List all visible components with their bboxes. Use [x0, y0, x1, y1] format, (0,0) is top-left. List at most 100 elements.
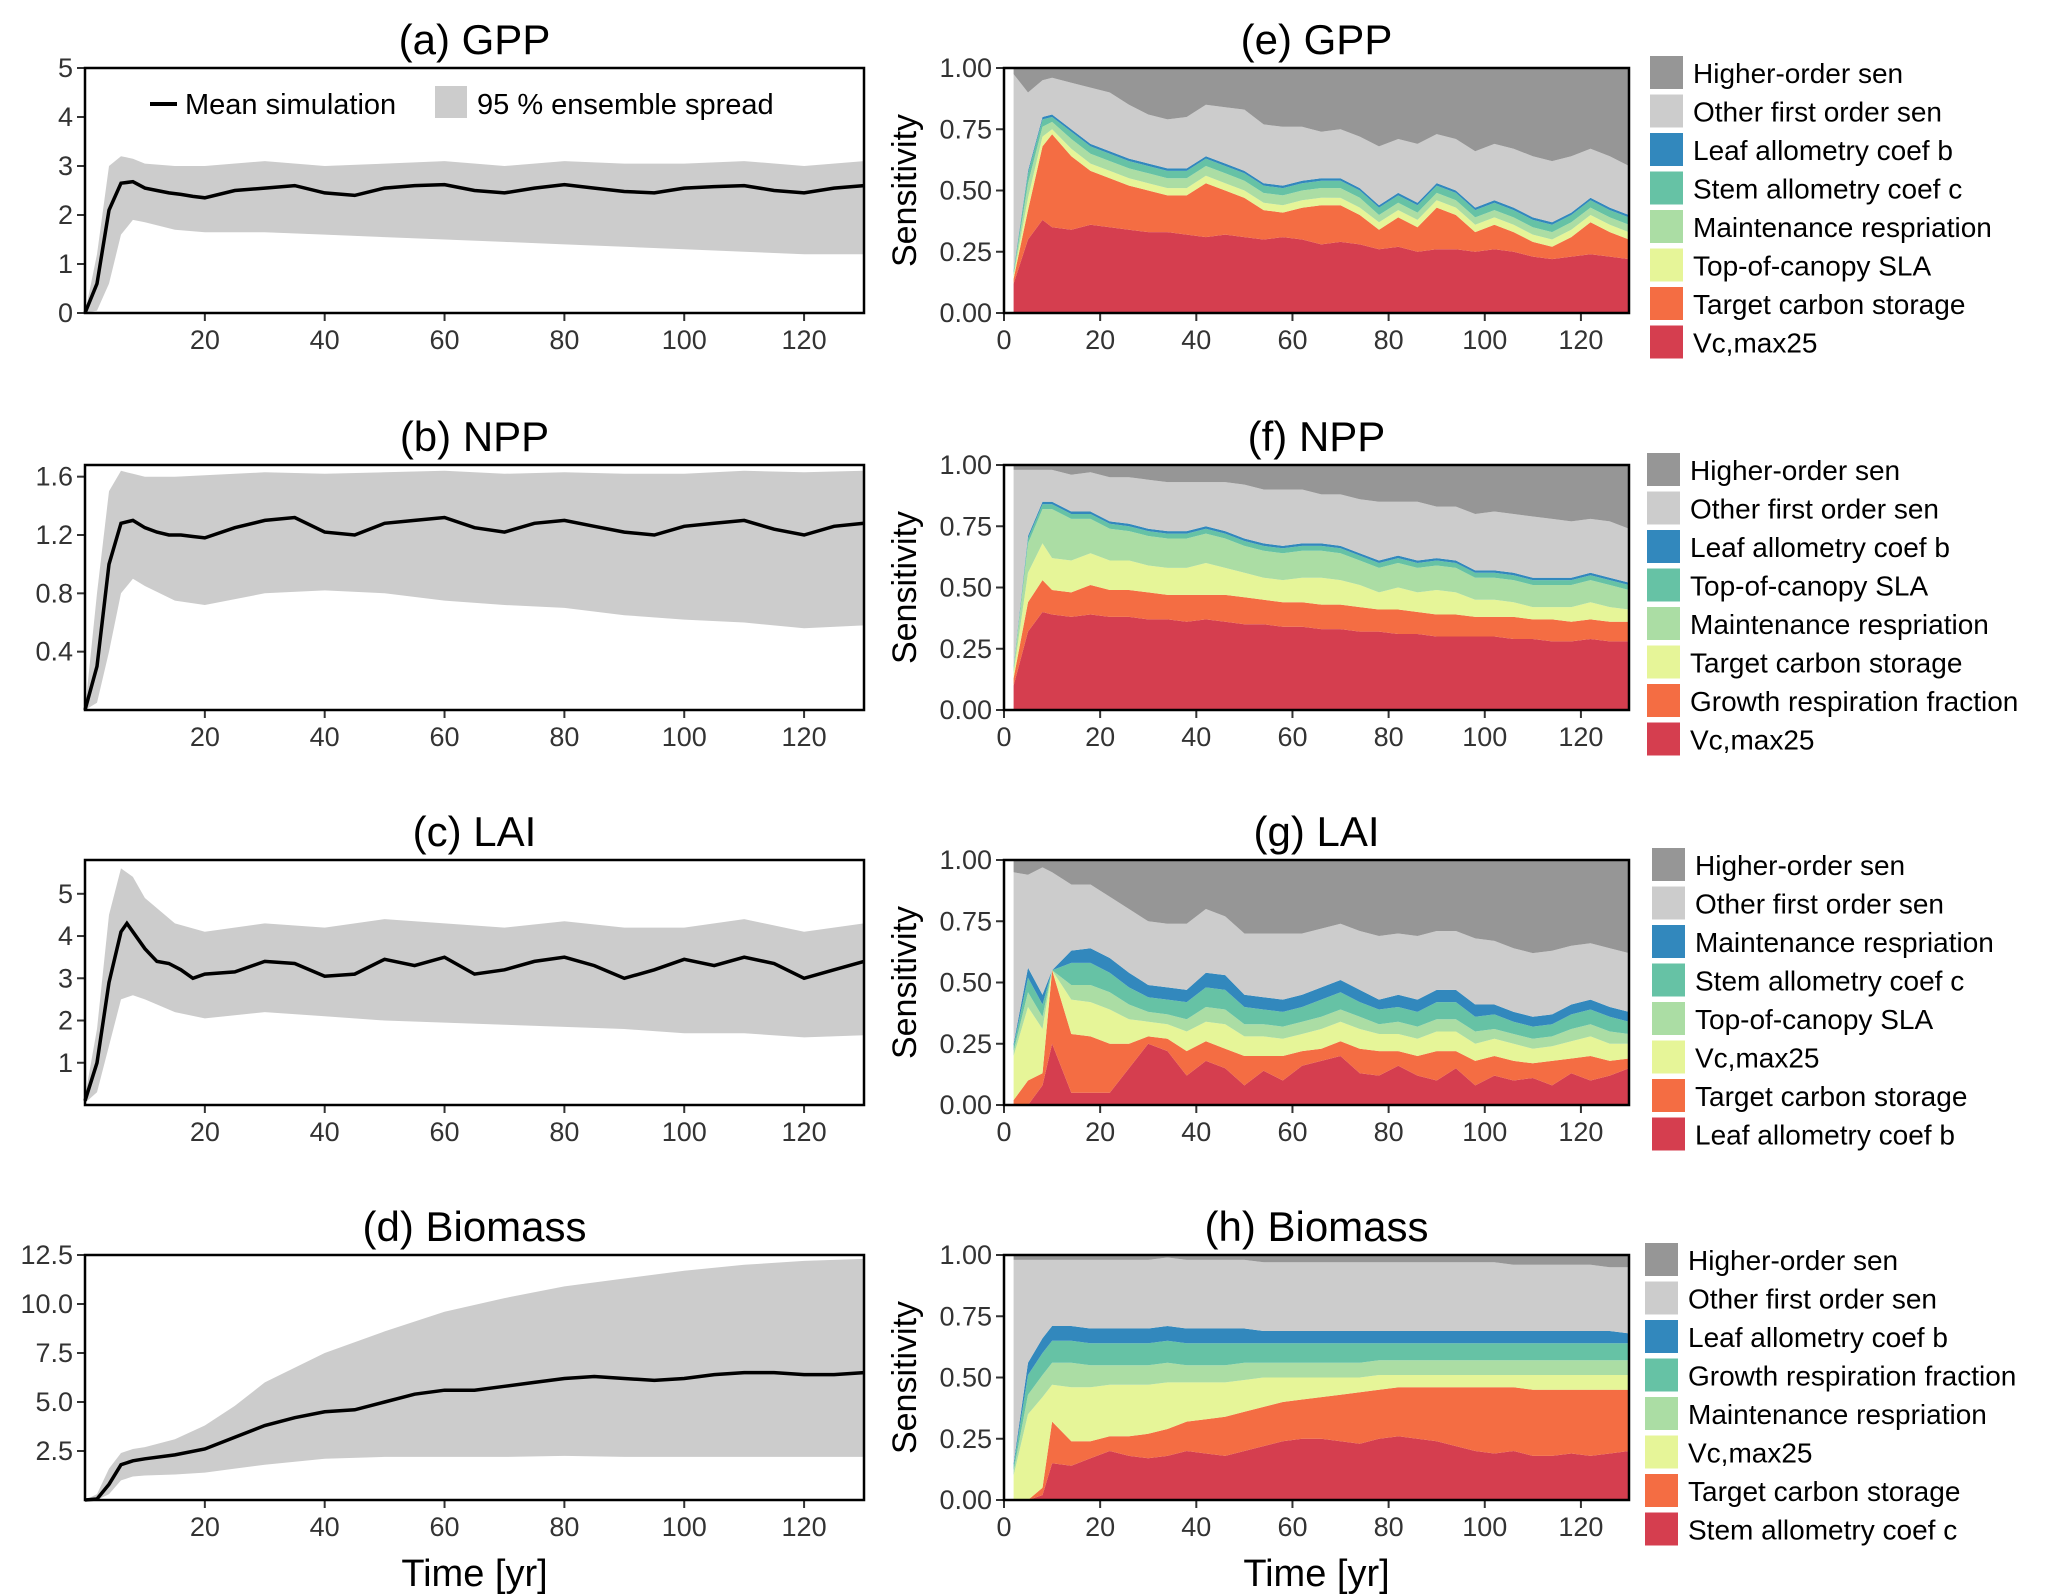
legend-swatch: [1645, 1397, 1678, 1430]
y-tick-label: 5: [58, 879, 73, 909]
legend-f: Higher-order sen Other first order sen Lea…: [1647, 453, 2018, 756]
y-tick-label: 0.25: [939, 1029, 992, 1059]
legend-h: Higher-order sen Other first order sen Lea…: [1645, 1243, 2016, 1546]
plot-frame: [83, 463, 866, 712]
area-target-carbon-storage: [1013, 134, 1629, 284]
legend-swatch: [1647, 491, 1680, 525]
x-tick-label: 0: [996, 722, 1011, 752]
legend-swatch: [1652, 1117, 1685, 1151]
x-axis-label: Time [yr]: [401, 1553, 547, 1595]
area-stem-allometry-coef-c: [1013, 962, 1629, 1052]
legend-entry: Other first order sen: [1695, 889, 1944, 920]
x-tick-label: 0: [996, 325, 1011, 355]
y-tick-label: 2: [58, 1006, 73, 1036]
legend-swatch: [1647, 645, 1680, 679]
legend-e: Higher-order sen Other first order sen Lea…: [1650, 56, 1992, 359]
legend-entry: Target carbon storage: [1695, 1081, 1967, 1112]
panel-g: [1013, 860, 1629, 1105]
x-tick-label: 60: [430, 1117, 460, 1147]
mean-simulation-line: [84, 1370, 865, 1502]
panel-title: (b) NPP: [400, 413, 549, 460]
x-axis-label: Time [yr]: [1243, 1553, 1389, 1595]
y-tick-label: 1.6: [35, 462, 73, 492]
legend-entry: Target carbon storage: [1690, 648, 1962, 679]
x-tick-label: 120: [782, 722, 827, 752]
x-tick-label: 100: [1462, 722, 1507, 752]
y-tick-label: 2.5: [35, 1436, 73, 1466]
x-tick-label: 0: [996, 1117, 1011, 1147]
x-tick-label: 60: [1277, 722, 1307, 752]
y-tick-label: 0.4: [35, 637, 73, 667]
x-tick-label: 60: [1277, 325, 1307, 355]
y-tick-label: 0.75: [939, 511, 992, 541]
legend-entry: Leaf allometry coef b: [1693, 135, 1953, 166]
panel-f: [1013, 465, 1629, 710]
y-tick-label: 0.50: [939, 968, 992, 998]
y-tick-label: 0: [58, 298, 73, 328]
ensemble-spread-band: [85, 470, 864, 710]
panel-e: [1013, 68, 1629, 313]
x-tick-label: 20: [190, 722, 220, 752]
legend-entry: Stem allometry coef c: [1693, 174, 1962, 205]
x-tick-label: 40: [310, 1512, 340, 1542]
x-tick-label: 40: [1181, 722, 1211, 752]
x-tick-label: 80: [1374, 325, 1404, 355]
y-tick-label: 1: [58, 249, 73, 279]
x-tick-label: 100: [662, 1512, 707, 1542]
x-tick-label: 100: [662, 325, 707, 355]
x-tick-label: 80: [1374, 1117, 1404, 1147]
y-tick-label: 0.25: [939, 634, 992, 664]
area-higher-order-sen: [1013, 860, 1629, 954]
x-tick-label: 40: [1181, 1117, 1211, 1147]
legend-swatch: [1650, 287, 1683, 320]
plot-frame: [1002, 1253, 1631, 1502]
legend-swatch: [1647, 607, 1680, 640]
y-axis-label: Sensitivity: [886, 511, 924, 664]
legend-swatch: [1652, 1002, 1685, 1035]
legend-swatch: [1650, 133, 1683, 166]
legend-swatch: [1647, 530, 1680, 563]
area-other-first-order-sen: [1013, 867, 1629, 1044]
y-tick-label: 0.25: [939, 1424, 992, 1454]
x-tick-label: 0: [996, 1512, 1011, 1542]
legend-entry: Growth respiration fraction: [1688, 1361, 2016, 1392]
area-other-first-order-sen: [1013, 469, 1629, 666]
x-tick-label: 80: [549, 1117, 579, 1147]
area-target-carbon-storage: [1013, 970, 1629, 1105]
x-tick-label: 40: [310, 1117, 340, 1147]
legend-entry: Maintenance respriation: [1695, 927, 1994, 958]
legend-entry: Other first order sen: [1688, 1284, 1937, 1315]
legend-swatch: [1650, 248, 1683, 282]
area-vc-max25: [1013, 1375, 1629, 1500]
plot-frame: [1002, 66, 1631, 315]
y-tick-label: 4: [58, 102, 73, 132]
y-tick-label: 1.2: [35, 520, 73, 550]
legend-swatch: [1645, 1358, 1678, 1392]
area-vc-max25: [1013, 219, 1629, 313]
area-leaf-allometry-coef-b: [1013, 1326, 1629, 1466]
plot-frame: [83, 858, 866, 1107]
x-tick-label: 20: [1085, 1512, 1115, 1542]
y-tick-label: 0.00: [939, 1090, 992, 1120]
y-tick-label: 1.00: [939, 845, 992, 875]
legend-entry: Stem allometry coef c: [1695, 966, 1964, 997]
legend-entry: Higher-order sen: [1690, 455, 1900, 486]
x-tick-label: 40: [310, 325, 340, 355]
legend-g: Higher-order sen Other first order sen Mai…: [1652, 848, 1994, 1151]
legend-swatch: [1652, 1079, 1685, 1112]
legend-swatch: [1652, 886, 1685, 920]
x-tick-label: 80: [549, 722, 579, 752]
legend-entry: Maintenance respriation: [1693, 212, 1992, 243]
area-maintenance-respriation: [1013, 1360, 1629, 1476]
legend-swatch: [1650, 94, 1683, 128]
legend-label-spread: 95 % ensemble spread: [477, 89, 774, 121]
area-other-first-order-sen: [1013, 1257, 1629, 1464]
y-tick-label: 0.50: [939, 573, 992, 603]
legend-swatch: [1645, 1243, 1678, 1276]
panel-title: (h) Biomass: [1204, 1203, 1428, 1250]
y-tick-label: 0.00: [939, 1485, 992, 1515]
legend-swatch: [1645, 1474, 1678, 1507]
area-higher-order-sen: [1013, 68, 1629, 166]
legend-swatch: [1650, 171, 1683, 205]
y-tick-label: 0.75: [939, 906, 992, 936]
